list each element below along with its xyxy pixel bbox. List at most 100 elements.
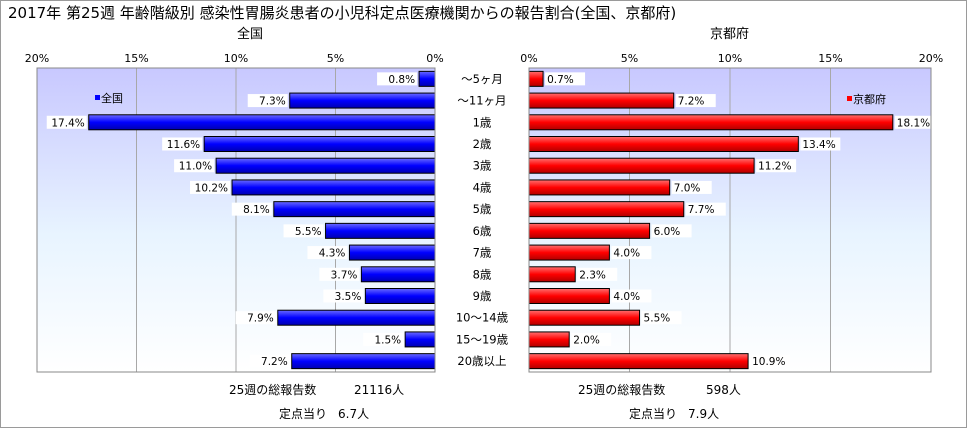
data-label-right: 2.3% [579, 269, 606, 281]
bar-left [215, 157, 436, 174]
category-label: 3歳 [473, 159, 492, 173]
legend-label-left: 全国 [101, 91, 123, 105]
data-label-bg-left [323, 289, 364, 303]
bar-right [528, 353, 749, 370]
data-label-right: 7.0% [674, 182, 701, 194]
data-label-left: 7.3% [259, 96, 286, 108]
category-label: 20歳以上 [457, 354, 506, 368]
data-label-left: 8.1% [243, 204, 270, 216]
left-per-label: 定点当り [279, 406, 327, 421]
bar-right [528, 222, 651, 239]
data-label-bg-right [545, 72, 586, 86]
data-label-bg-right [611, 246, 652, 260]
x-tick-label-right: 15% [818, 52, 842, 65]
data-label-bg-right [671, 180, 712, 194]
data-label-bg-left [46, 115, 87, 129]
data-label-right: 4.0% [613, 248, 640, 260]
category-label: 5歳 [473, 202, 492, 216]
data-label-right: 13.4% [802, 139, 835, 151]
data-label-left: 1.5% [374, 334, 401, 346]
x-tick-label-left: 10% [224, 52, 248, 65]
legend-marker-left [95, 95, 100, 100]
data-label-left: 17.4% [51, 117, 84, 129]
data-label-bg-left [377, 72, 418, 86]
bar-left [364, 288, 436, 304]
data-label-bg-left [190, 180, 231, 194]
right-total-value: 598人 [706, 383, 741, 397]
category-label: 10～14歳 [456, 311, 509, 325]
data-label-bg-left [249, 354, 290, 368]
right-plot-border [528, 67, 932, 373]
data-label-bg-left [162, 137, 203, 151]
x-tick-label-left: 5% [327, 52, 344, 65]
bar-right [528, 70, 544, 87]
right-total-label: 25週の総報告数 [578, 382, 665, 397]
data-label-left: 7.2% [261, 356, 288, 368]
x-tick-label-right: 10% [718, 52, 742, 65]
category-label: ～11ヶ月 [457, 94, 506, 108]
bar-left [273, 201, 436, 218]
right-panel-title: 京都府 [710, 27, 749, 42]
data-label-left: 5.5% [295, 226, 322, 238]
left-total-value: 21116人 [354, 383, 404, 397]
data-label-right: 4.0% [613, 291, 640, 303]
category-label: 1歳 [473, 115, 492, 129]
data-label-bg-left [231, 202, 272, 216]
bar-left [360, 266, 436, 283]
data-label-bg-right [894, 115, 935, 129]
bar-right [528, 179, 671, 196]
category-label: 4歳 [473, 180, 492, 194]
bar-left [325, 222, 436, 239]
data-label-left: 3.7% [331, 269, 358, 281]
left-per-value: 6.7人 [338, 407, 369, 421]
bar-right [528, 331, 570, 348]
bar-left [289, 92, 436, 109]
x-tick-label-right: 5% [621, 52, 638, 65]
data-label-bg-right [641, 311, 682, 325]
category-label: ～5ヶ月 [461, 72, 503, 86]
data-label-bg-right [611, 289, 652, 303]
bar-right [528, 92, 675, 109]
x-tick-label-left: 20% [25, 52, 49, 65]
category-label: 9歳 [473, 289, 492, 303]
bar-right [528, 244, 610, 261]
data-label-bg-left [307, 246, 348, 260]
data-label-left: 11.0% [179, 161, 212, 173]
data-label-left: 7.9% [247, 313, 274, 325]
data-label-bg-right [651, 224, 692, 238]
category-label: 7歳 [473, 246, 492, 260]
data-label-left: 4.3% [319, 248, 346, 260]
x-tick-label-right: 0% [520, 52, 537, 65]
data-label-bg-left [363, 332, 404, 346]
bar-left [291, 353, 436, 370]
bar-left [404, 331, 436, 348]
bar-right [528, 288, 610, 304]
bar-left [418, 70, 436, 87]
data-label-bg-right [675, 94, 716, 108]
bar-right [528, 157, 755, 174]
data-label-bg-left [283, 224, 324, 238]
bar-right [528, 309, 641, 326]
data-label-bg-left [319, 267, 360, 281]
data-label-right: 11.2% [758, 161, 791, 173]
data-label-bg-right [756, 159, 797, 173]
data-label-right: 0.7% [547, 74, 574, 86]
data-label-right: 10.9% [752, 356, 785, 368]
bar-right [528, 201, 685, 218]
data-label-right: 2.0% [573, 334, 600, 346]
bar-right [528, 136, 799, 152]
bar-left [348, 244, 436, 261]
data-label-left: 10.2% [195, 182, 228, 194]
data-label-bg-left [247, 94, 288, 108]
category-label: 6歳 [473, 224, 492, 238]
chart-title: 2017年 第25週 年齢階級別 感染性胃腸炎患者の小児科定点医療機関からの報告… [8, 4, 676, 22]
x-tick-label-right: 20% [919, 52, 943, 65]
category-label: 15～19歳 [456, 332, 509, 346]
left-plot-border [36, 67, 436, 373]
bar-left [231, 179, 436, 196]
bar-left [203, 136, 436, 152]
bar-left [277, 309, 436, 326]
right-per-value: 7.9人 [688, 407, 719, 421]
data-label-bg-right [750, 354, 791, 368]
